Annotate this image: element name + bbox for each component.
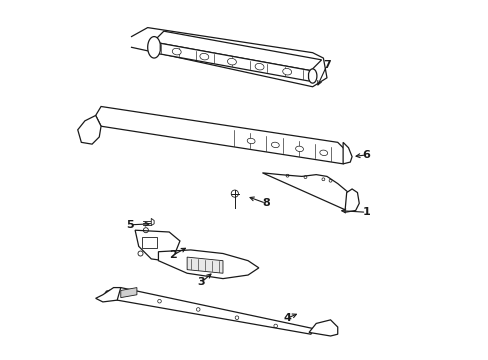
Polygon shape [262,173,351,211]
Polygon shape [147,37,160,58]
Ellipse shape [271,142,279,148]
Ellipse shape [247,138,255,144]
Polygon shape [142,237,156,248]
Ellipse shape [319,150,327,156]
Polygon shape [343,142,351,164]
Polygon shape [308,320,337,336]
Text: 4: 4 [283,313,291,323]
Polygon shape [135,230,180,261]
Text: 1: 1 [362,207,369,217]
Polygon shape [96,288,121,302]
Polygon shape [308,69,316,83]
Text: 3: 3 [197,277,205,287]
Polygon shape [344,189,359,212]
Polygon shape [151,219,154,226]
Ellipse shape [172,48,181,55]
Text: 6: 6 [362,150,369,160]
Ellipse shape [227,58,236,65]
Polygon shape [187,257,223,273]
Polygon shape [158,250,258,279]
Ellipse shape [200,53,208,60]
Polygon shape [121,288,137,298]
Ellipse shape [282,68,291,75]
Text: 7: 7 [323,60,330,70]
Text: 2: 2 [168,250,176,260]
Polygon shape [102,288,314,334]
Ellipse shape [255,63,264,70]
Polygon shape [96,107,348,164]
Text: 8: 8 [262,198,269,208]
Polygon shape [153,42,310,81]
Polygon shape [78,116,101,144]
Polygon shape [153,31,321,71]
Ellipse shape [295,146,303,152]
Text: 5: 5 [126,220,133,230]
